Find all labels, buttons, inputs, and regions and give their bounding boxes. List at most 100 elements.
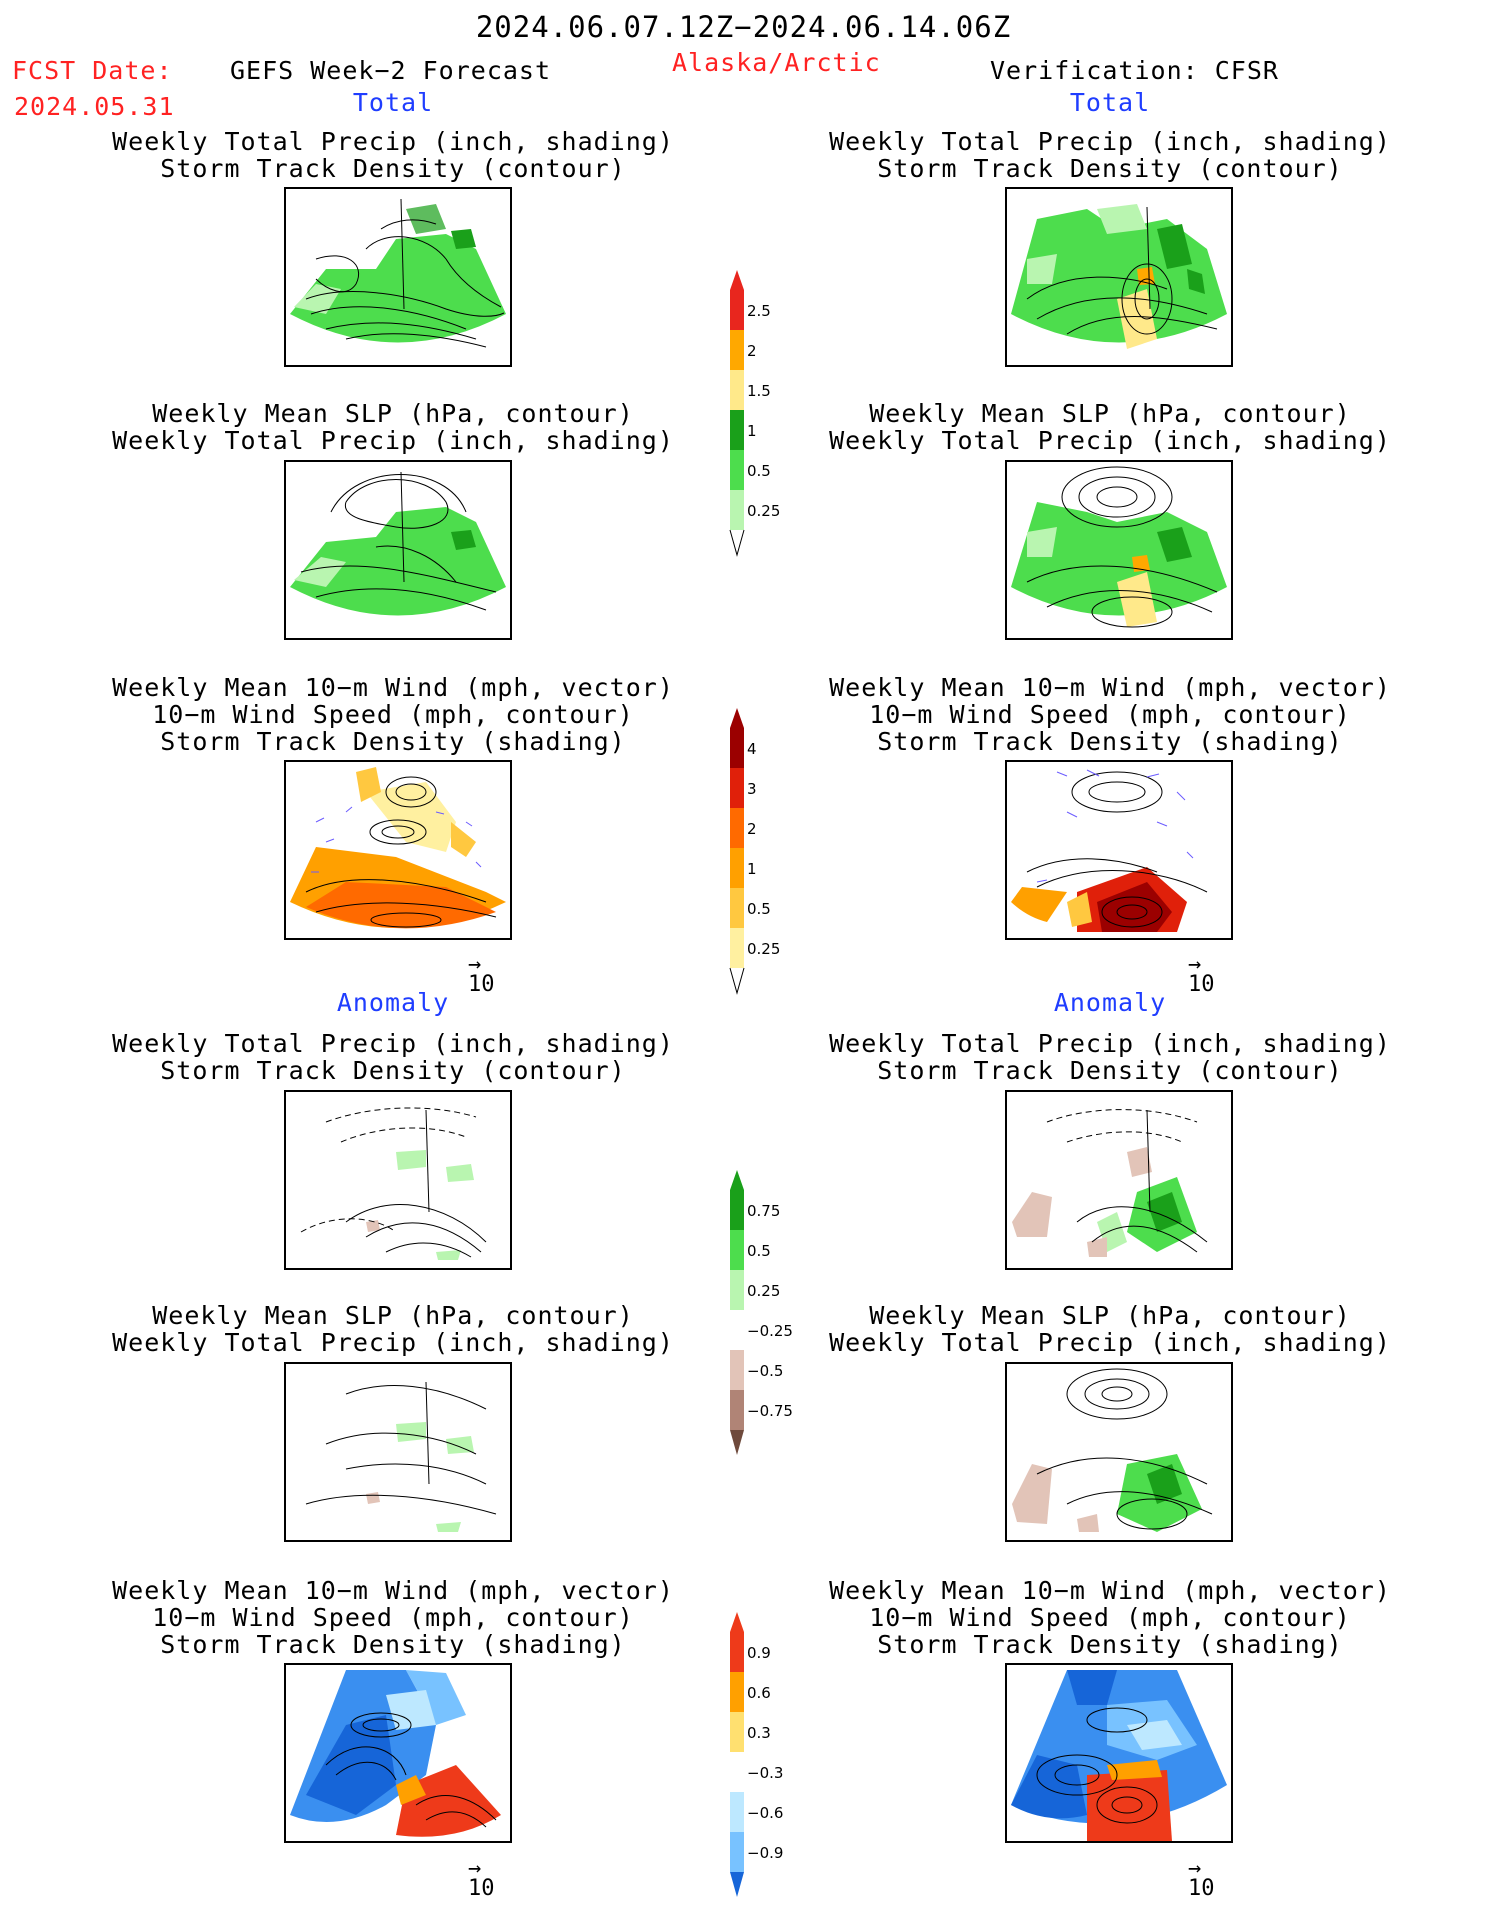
map-wind-verif: [1011, 769, 1208, 932]
cbar-label: 0.75: [747, 1202, 781, 1220]
r1-title-line1: Weekly Total Precip (inch, shading): [829, 127, 1391, 156]
l3-title-line1: Weekly Mean 10−m Wind (mph, vector): [112, 673, 674, 702]
colorbar-anom-precip: 0.75 0.5 0.25 −0.25 −0.5 −0.75: [727, 1170, 793, 1460]
vector-ref-value: 10: [1188, 1876, 1215, 1901]
l6-title-line2: 10−m Wind Speed (mph, contour): [152, 1603, 634, 1632]
vector-ref-r6: → 10: [1188, 1856, 1215, 1902]
l3-title-line2: 10−m Wind Speed (mph, contour): [152, 700, 634, 729]
r4-title: Weekly Total Precip (inch, shading) Stor…: [810, 1030, 1410, 1084]
r1-title-line2: Storm Track Density (contour): [877, 154, 1343, 183]
map-panel-total-precip-verif: [1005, 187, 1233, 367]
l3-title: Weekly Mean 10−m Wind (mph, vector) 10−m…: [93, 674, 693, 755]
vector-ref-value: 10: [468, 972, 495, 997]
left-product-title: GEFS Week−2 Forecast: [230, 56, 552, 85]
r6-title-line1: Weekly Mean 10−m Wind (mph, vector): [829, 1576, 1391, 1605]
colorbar-total-storm-graphic: [729, 708, 745, 995]
map-panel-anom-precip-forecast: [284, 1090, 512, 1270]
arrow-right-icon: →: [468, 1856, 482, 1881]
map-total-precip-forecast: [290, 197, 506, 348]
map-total-precip-verif: [1011, 204, 1227, 349]
cbar-label: −0.25: [747, 1322, 793, 1340]
vector-ref-r3: → 10: [1188, 954, 1215, 998]
right-anomaly-label: Anomaly: [1053, 988, 1167, 1017]
vector-ref-l6: → 10: [468, 1856, 495, 1902]
r3-title-line2: 10−m Wind Speed (mph, contour): [869, 700, 1351, 729]
r5-title: Weekly Mean SLP (hPa, contour) Weekly To…: [810, 1302, 1410, 1356]
right-product-title: Verification: CFSR: [990, 56, 1279, 85]
cbar-label: 0.25: [747, 940, 781, 958]
l4-title-line1: Weekly Total Precip (inch, shading): [112, 1029, 674, 1058]
map-slp-precip-verif: [1011, 466, 1227, 628]
cbar-label: 4: [747, 740, 757, 758]
l1-title-line2: Storm Track Density (contour): [160, 154, 626, 183]
map-wind-forecast: [290, 767, 506, 929]
map-anom-precip-verif: [1012, 1109, 1208, 1257]
cbar-label: −0.9: [747, 1844, 784, 1862]
cbar-label: 2: [747, 342, 757, 360]
l2-title-line2: Weekly Total Precip (inch, shading): [112, 426, 674, 455]
arrow-right-icon: →: [1188, 1856, 1202, 1881]
r2-title: Weekly Mean SLP (hPa, contour) Weekly To…: [810, 400, 1410, 454]
l4-title: Weekly Total Precip (inch, shading) Stor…: [93, 1030, 693, 1084]
vector-ref-value: 10: [468, 1876, 495, 1901]
vector-ref-value: 10: [1188, 972, 1215, 997]
r6-title-line2: 10−m Wind Speed (mph, contour): [869, 1603, 1351, 1632]
l6-title-line3: Storm Track Density (shading): [160, 1630, 626, 1659]
map-panel-anom-slp-verif: [1005, 1362, 1233, 1542]
date-range-title: 2024.06.07.12Z−2024.06.14.06Z: [475, 10, 1012, 44]
colorbar-anom-precip-graphic: [730, 1170, 744, 1455]
cbar-label: 0.5: [747, 900, 771, 918]
cbar-label: 0.25: [747, 1282, 781, 1300]
left-anomaly-label: Anomaly: [336, 988, 450, 1017]
cbar-label: 1: [747, 860, 757, 878]
l5-title-line2: Weekly Total Precip (inch, shading): [112, 1328, 674, 1357]
map-anom-wind-verif: [1011, 1670, 1227, 1841]
right-total-label: Total: [1069, 88, 1151, 117]
l3-title-line3: Storm Track Density (shading): [160, 727, 626, 756]
cbar-label: 0.25: [747, 502, 781, 520]
cbar-label: 0.3: [747, 1724, 771, 1742]
r5-title-line2: Weekly Total Precip (inch, shading): [829, 1328, 1391, 1357]
cbar-label: 0.5: [747, 462, 771, 480]
l1-title: Weekly Total Precip (inch, shading) Stor…: [93, 128, 693, 182]
r6-title-line3: Storm Track Density (shading): [877, 1630, 1343, 1659]
cbar-label: 2: [747, 820, 757, 838]
fcst-date-value: 2024.05.31: [14, 92, 175, 121]
cbar-label: −0.75: [747, 1402, 793, 1420]
l6-title-line1: Weekly Mean 10−m Wind (mph, vector): [112, 1576, 674, 1605]
map-panel-slp-precip-verif: [1005, 460, 1233, 640]
l5-title-line1: Weekly Mean SLP (hPa, contour): [152, 1301, 634, 1330]
cbar-label: 2.5: [747, 302, 771, 320]
map-slp-precip-forecast: [290, 471, 506, 616]
cbar-label: −0.3: [747, 1764, 784, 1782]
l4-title-line2: Storm Track Density (contour): [160, 1056, 626, 1085]
map-panel-anom-precip-verif: [1005, 1090, 1233, 1270]
map-panel-wind-forecast: [284, 760, 512, 940]
l6-title: Weekly Mean 10−m Wind (mph, vector) 10−m…: [93, 1577, 693, 1658]
l5-title: Weekly Mean SLP (hPa, contour) Weekly To…: [93, 1302, 693, 1356]
l1-title-line1: Weekly Total Precip (inch, shading): [112, 127, 674, 156]
r5-title-line1: Weekly Mean SLP (hPa, contour): [869, 1301, 1351, 1330]
r6-title: Weekly Mean 10−m Wind (mph, vector) 10−m…: [810, 1577, 1410, 1658]
r2-title-line1: Weekly Mean SLP (hPa, contour): [869, 399, 1351, 428]
map-panel-anom-wind-forecast: [284, 1663, 512, 1843]
map-panel-anom-slp-forecast: [284, 1362, 512, 1542]
cbar-label: 0.5: [747, 1242, 771, 1260]
r2-title-line2: Weekly Total Precip (inch, shading): [829, 426, 1391, 455]
map-panel-slp-precip-forecast: [284, 460, 512, 640]
colorbar-total-storm: 4 3 2 1 0.5 0.25: [727, 708, 780, 998]
cbar-label: 3: [747, 780, 757, 798]
cbar-label: −0.5: [747, 1362, 784, 1380]
r3-title: Weekly Mean 10−m Wind (mph, vector) 10−m…: [810, 674, 1410, 755]
map-anom-wind-forecast: [290, 1670, 501, 1837]
colorbar-anom-storm-graphic: [730, 1612, 744, 1897]
map-anom-slp-verif: [1012, 1368, 1213, 1532]
map-anom-slp-forecast: [305, 1381, 497, 1532]
map-panel-anom-wind-verif: [1005, 1663, 1233, 1843]
cbar-label: 1: [747, 422, 757, 440]
cbar-label: −0.6: [747, 1804, 784, 1822]
left-total-label: Total: [352, 88, 434, 117]
cbar-label: 1.5: [747, 382, 771, 400]
r4-title-line2: Storm Track Density (contour): [877, 1056, 1343, 1085]
r4-title-line1: Weekly Total Precip (inch, shading): [829, 1029, 1391, 1058]
